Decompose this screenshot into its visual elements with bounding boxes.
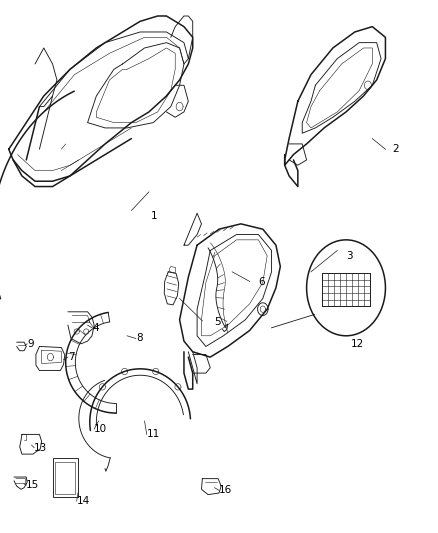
Text: 2: 2 [392, 144, 399, 154]
Text: 5: 5 [215, 318, 221, 327]
Text: 1: 1 [151, 211, 158, 221]
Text: 15: 15 [26, 480, 39, 490]
Text: 3: 3 [346, 251, 353, 261]
Text: 9: 9 [27, 339, 34, 349]
Text: 12: 12 [350, 339, 364, 349]
Text: 16: 16 [219, 486, 232, 495]
Text: 7: 7 [68, 352, 74, 362]
Text: 13: 13 [34, 443, 47, 453]
Text: 11: 11 [147, 430, 160, 439]
Text: 4: 4 [92, 323, 99, 333]
Bar [55, 462, 75, 494]
Text: 8: 8 [136, 334, 142, 343]
Text: 6: 6 [258, 278, 265, 287]
Text: 14: 14 [77, 496, 90, 506]
Text: 10: 10 [94, 424, 107, 434]
Bar [322, 273, 370, 306]
Bar [53, 458, 78, 497]
